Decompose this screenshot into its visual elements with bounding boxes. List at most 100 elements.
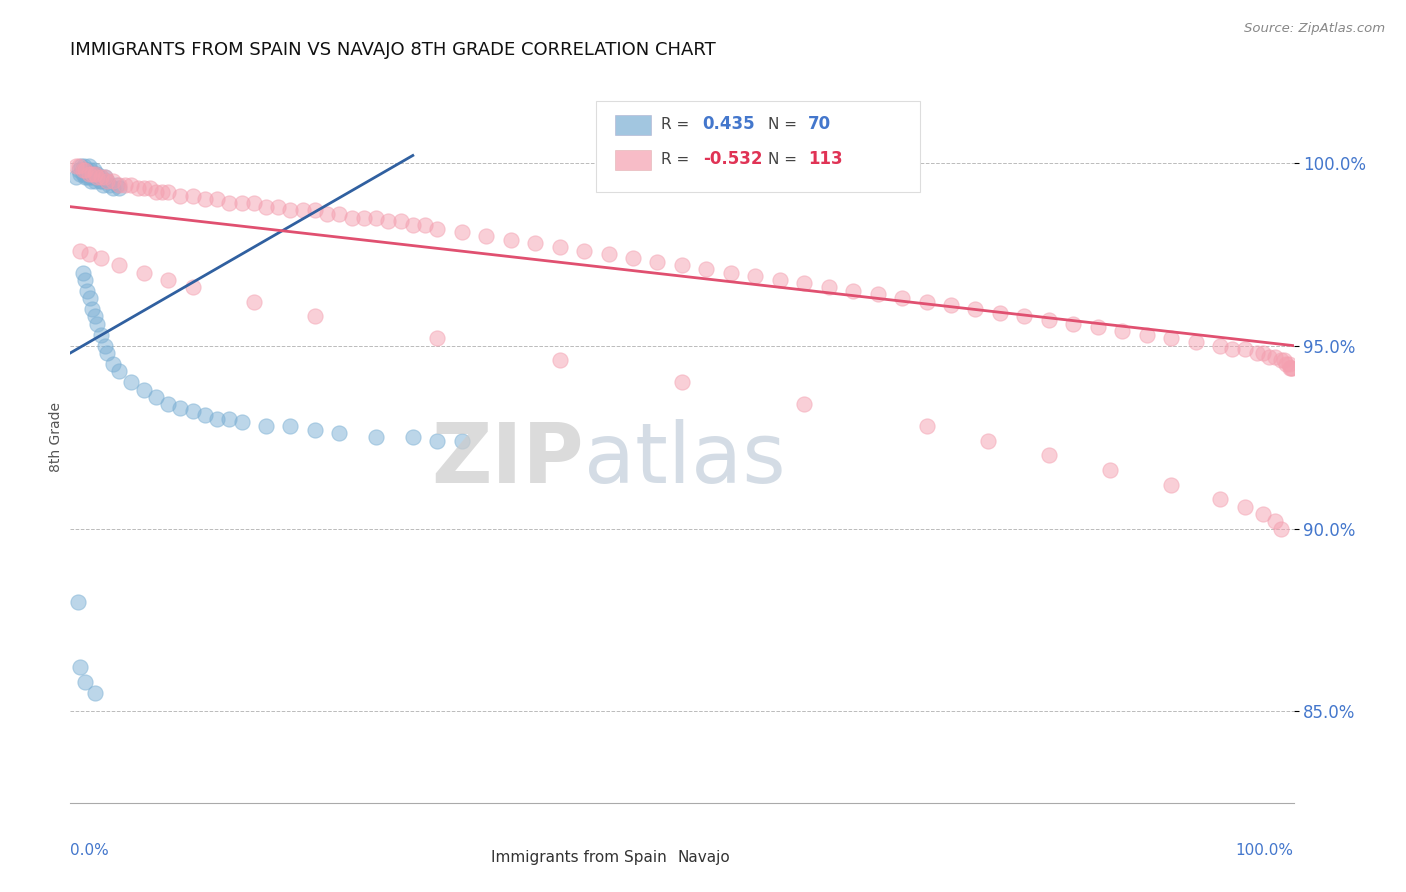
Point [82,302,104,317]
Point [1014,310,1036,324]
Point [744,269,766,284]
Text: atlas: atlas [583,418,786,500]
Point [720,266,742,280]
Point [1270,522,1292,536]
Point [769,273,792,287]
Point [157,185,180,199]
Point [1272,353,1295,368]
Point [1270,353,1292,368]
Point [93,170,115,185]
Point [105,178,128,192]
Point [280,203,302,218]
Point [1264,350,1286,364]
Point [76,170,98,185]
Point [69,167,91,181]
Point [1099,463,1122,477]
Point [108,178,131,192]
Point [132,266,155,280]
Point [90,251,112,265]
Point [194,193,217,207]
Point [157,397,180,411]
Point [1111,324,1133,338]
Point [79,163,101,178]
Point [91,178,114,192]
Point [267,200,290,214]
Point [1209,339,1232,353]
Point [72,163,94,178]
Point [254,200,277,214]
Point [304,310,326,324]
Point [450,225,472,239]
Point [316,207,339,221]
Text: Source: ZipAtlas.com: Source: ZipAtlas.com [1244,22,1385,36]
Point [647,254,669,268]
Point [96,174,118,188]
Point [83,167,105,181]
Bar [450,850,484,866]
Text: 0.0%: 0.0% [70,843,110,858]
Point [157,273,180,287]
Point [77,167,100,181]
Point [121,376,143,390]
Point [86,167,108,181]
Point [426,434,449,448]
Point [450,434,472,448]
Point [402,218,425,232]
Text: N =: N = [768,117,801,131]
Text: R =: R = [661,117,695,131]
Point [72,266,94,280]
Point [67,163,90,178]
Point [76,163,98,178]
Point [548,240,571,254]
Point [291,203,314,218]
Point [548,353,571,368]
Point [1279,360,1302,375]
Point [1258,350,1281,364]
Point [108,181,131,195]
Point [101,174,124,188]
Point [793,277,815,291]
Point [169,401,191,415]
Point [915,294,938,309]
Point [90,170,112,185]
Point [77,167,100,181]
Point [139,181,162,195]
Point [72,167,94,181]
Point [80,174,103,188]
Point [426,331,449,345]
Point [67,160,90,174]
Point [98,178,121,192]
Point [169,188,191,202]
Point [73,160,96,174]
Point [108,364,131,378]
Point [181,404,204,418]
Point [1251,507,1274,521]
Point [76,284,98,298]
Point [132,383,155,397]
Point [524,236,547,251]
Point [83,686,105,700]
Point [475,229,498,244]
Point [1278,357,1301,371]
Point [218,196,240,211]
Point [73,163,96,178]
Point [377,214,399,228]
Point [1184,334,1206,349]
Point [82,167,104,181]
Point [101,181,124,195]
Point [328,426,350,441]
Point [243,196,266,211]
Point [82,167,104,181]
Text: IMMIGRANTS FROM SPAIN VS NAVAJO 8TH GRADE CORRELATION CHART: IMMIGRANTS FROM SPAIN VS NAVAJO 8TH GRAD… [70,41,716,59]
Point [205,412,228,426]
Point [939,298,962,312]
Point [842,284,865,298]
Point [891,291,914,305]
Point [83,167,105,181]
Point [80,167,103,181]
Point [598,247,620,261]
Point [77,160,100,174]
Y-axis label: 8th Grade: 8th Grade [49,402,63,472]
Point [75,167,97,181]
Point [205,193,228,207]
